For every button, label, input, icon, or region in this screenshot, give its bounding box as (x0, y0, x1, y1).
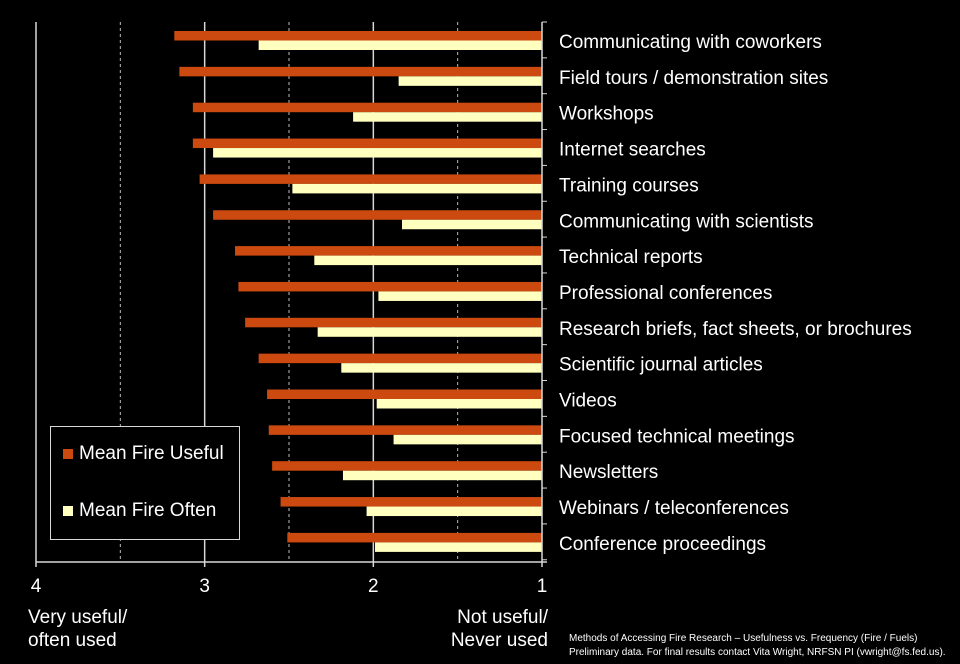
bar-useful-7 (238, 281, 542, 292)
category-label-12: Newsletters (559, 462, 658, 483)
x-axis-left-label-line2: often used (28, 630, 117, 651)
category-labels: Communicating with coworkers Field tours … (559, 32, 912, 555)
footnote-line2: Preliminary data. For final results cont… (569, 647, 946, 658)
bar-often-0 (258, 40, 542, 50)
legend-label-useful: Mean Fire Useful (79, 443, 224, 464)
bar-useful-9 (258, 353, 542, 364)
bar-useful-3 (192, 138, 543, 149)
bar-useful-13 (280, 497, 542, 507)
category-label-8: Research briefs, fact sheets, or brochur… (559, 319, 912, 340)
legend: Mean Fire Useful Mean Fire Often (50, 426, 240, 540)
category-label-7: Professional conferences (559, 283, 772, 304)
legend-swatch-useful (63, 449, 73, 459)
bar-useful-5 (213, 210, 542, 220)
bar-useful-11 (268, 425, 542, 435)
bar-often-11 (393, 434, 542, 445)
bar-often-10 (376, 399, 542, 409)
category-label-11: Focused technical meetings (559, 426, 795, 447)
category-label-10: Videos (559, 391, 617, 412)
legend-label-often: Mean Fire Often (79, 500, 217, 521)
bar-often-13 (366, 506, 542, 517)
legend-item-often: Mean Fire Often (63, 500, 216, 522)
bar-often-1 (398, 76, 542, 86)
x-axis-left-label-line1: Very useful/ (28, 607, 128, 628)
bar-often-3 (213, 148, 542, 158)
category-label-0: Communicating with coworkers (559, 32, 822, 53)
bar-often-14 (375, 542, 542, 552)
category-label-13: Webinars / teleconferences (559, 498, 789, 519)
bar-useful-14 (287, 532, 542, 543)
bar-often-5 (402, 219, 542, 230)
bar-useful-4 (199, 174, 542, 184)
legend-item-useful: Mean Fire Useful (63, 443, 224, 465)
bar-often-8 (317, 327, 542, 337)
bar-often-6 (314, 255, 542, 266)
x-axis-right-label: Not useful/ Never used (451, 606, 548, 652)
category-label-3: Internet searches (559, 140, 706, 161)
category-label-5: Communicating with scientists (559, 211, 813, 232)
footnote-line1: Methods of Accessing Fire Research – Use… (569, 633, 918, 644)
bar-useful-0 (174, 31, 542, 41)
x-tick-label-3: 3 (199, 576, 210, 597)
bars (174, 31, 543, 552)
x-tick-label-4: 4 (31, 576, 42, 597)
bar-useful-12 (272, 461, 542, 471)
bar-often-7 (378, 291, 542, 301)
bar-useful-8 (245, 317, 542, 328)
legend-swatch-often (63, 506, 73, 516)
footnote: Methods of Accessing Fire Research – Use… (569, 632, 946, 660)
x-axis-left-label: Very useful/ often used (28, 606, 127, 652)
bar-often-2 (353, 112, 542, 122)
bar-often-4 (292, 183, 542, 194)
x-tick-label-1: 1 (537, 576, 548, 597)
bar-often-12 (342, 470, 542, 481)
category-label-2: Workshops (559, 104, 654, 125)
bar-often-9 (341, 363, 542, 373)
axis: 4 3 2 1 (31, 21, 548, 597)
x-axis-right-label-line2: Never used (450, 630, 548, 651)
bar-useful-1 (179, 66, 542, 77)
bar-useful-6 (235, 246, 542, 256)
category-label-9: Scientific journal articles (559, 355, 763, 376)
bar-useful-2 (192, 102, 543, 113)
x-axis-right-label-line1: Not useful/ (457, 607, 548, 628)
x-tick-label-2: 2 (368, 576, 379, 597)
bar-useful-10 (267, 389, 542, 399)
category-label-6: Technical reports (559, 247, 703, 268)
category-label-4: Training courses (559, 175, 699, 196)
category-label-1: Field tours / demonstration sites (559, 68, 828, 89)
category-label-14: Conference proceedings (559, 534, 766, 555)
